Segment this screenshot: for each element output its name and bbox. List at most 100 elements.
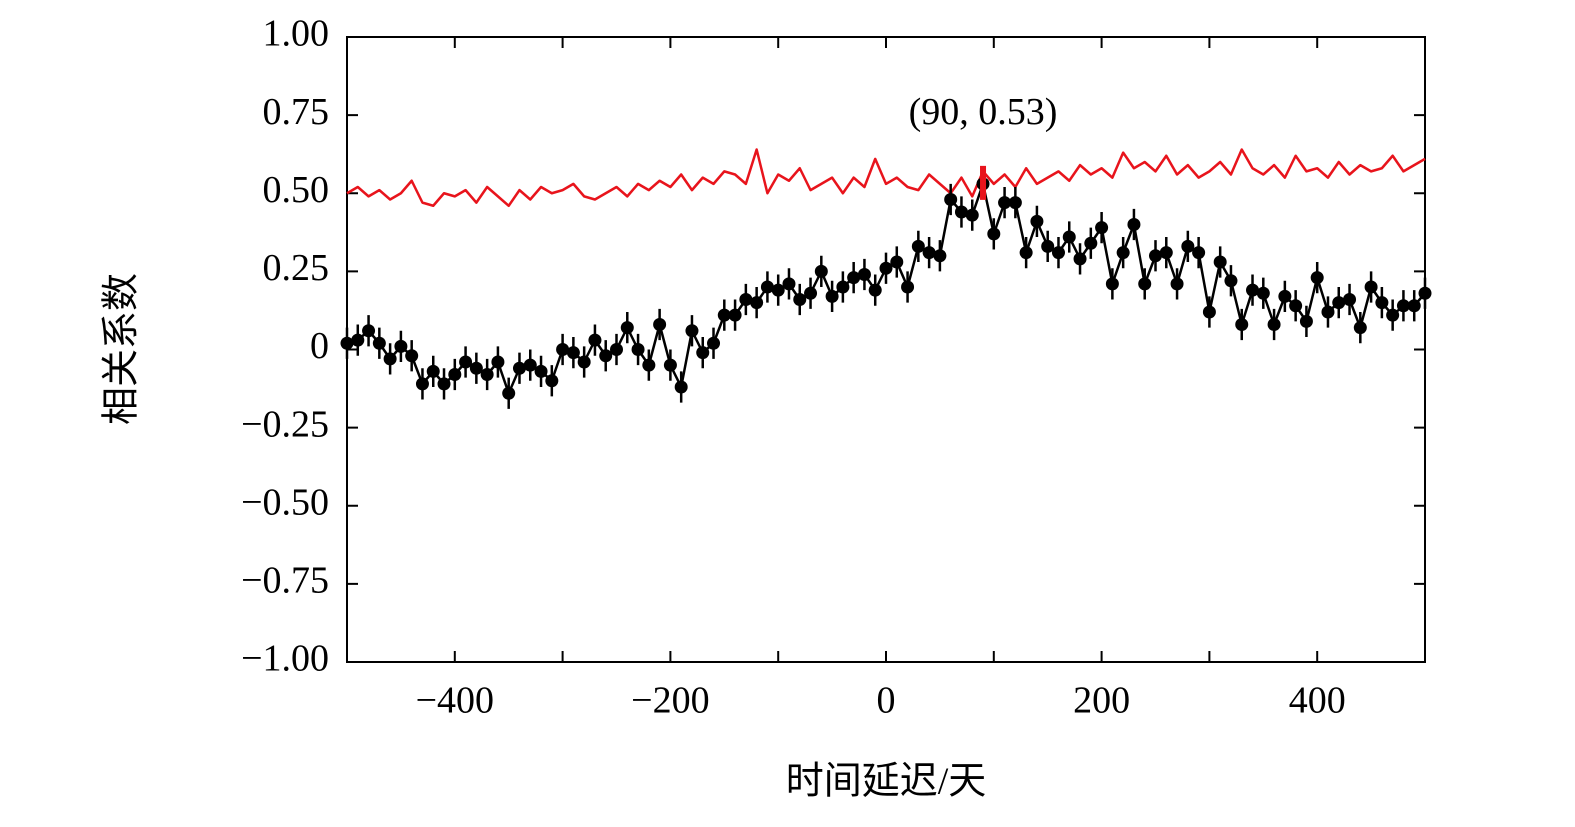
data-point	[901, 280, 915, 294]
data-point	[653, 318, 667, 331]
data-point	[1364, 280, 1378, 294]
data-point	[857, 268, 871, 281]
data-point	[782, 277, 796, 291]
y-tick-label: −0.50	[241, 481, 329, 523]
data-point	[1062, 230, 1076, 244]
y-tick-label: 0	[310, 325, 329, 367]
data-point	[1418, 286, 1432, 300]
data-point	[383, 352, 397, 366]
y-tick-label: 0.50	[263, 169, 330, 211]
data-point	[545, 374, 559, 388]
data-point	[1386, 308, 1400, 322]
data-point	[512, 361, 526, 375]
x-tick-label: −400	[416, 680, 494, 722]
data-point	[685, 324, 699, 338]
x-tick-label: 400	[1289, 680, 1346, 722]
data-point	[1407, 299, 1421, 313]
data-point	[642, 358, 656, 372]
data-point	[1084, 236, 1098, 250]
data-point	[1289, 299, 1303, 313]
data-point	[1051, 246, 1065, 260]
x-tick-label: −200	[631, 680, 709, 722]
y-tick-label: −1.00	[241, 638, 329, 680]
x-tick-label: 200	[1073, 680, 1130, 722]
data-point	[868, 283, 882, 297]
data-point	[879, 261, 893, 275]
data-point	[1095, 221, 1109, 235]
data-point	[1170, 277, 1184, 291]
data-point	[459, 355, 473, 369]
data-point	[1138, 277, 1152, 291]
data-point	[944, 193, 958, 206]
data-point	[1375, 296, 1389, 310]
data-point	[1246, 283, 1260, 297]
data-point	[1256, 286, 1270, 300]
data-point	[362, 324, 376, 338]
data-point	[1030, 214, 1044, 228]
data-point	[631, 343, 645, 356]
data-point	[502, 386, 516, 400]
data-point	[954, 205, 968, 219]
data-point	[1267, 318, 1281, 331]
data-point	[1073, 252, 1087, 266]
data-point	[405, 349, 419, 363]
data-point	[663, 358, 677, 372]
data-point	[351, 333, 365, 347]
y-tick-label: 0.25	[263, 247, 330, 289]
data-point	[534, 364, 548, 378]
y-tick-label: 1.00	[263, 13, 330, 55]
data-point	[1332, 296, 1346, 310]
data-point	[620, 321, 634, 335]
data-point	[911, 239, 925, 253]
data-point	[394, 339, 408, 353]
data-point	[739, 293, 753, 306]
data-point	[340, 336, 354, 350]
data-point	[987, 227, 1001, 241]
data-point	[566, 346, 580, 360]
data-point	[750, 296, 764, 310]
data-point	[1213, 255, 1227, 269]
data-point	[1278, 289, 1292, 303]
data-point	[556, 343, 570, 356]
data-point	[1041, 239, 1055, 253]
plot-frame	[346, 36, 1426, 663]
annotation-text: (90, 0.53)	[909, 91, 1058, 133]
data-point	[1192, 246, 1206, 260]
data-point	[1343, 293, 1357, 306]
y-tick-label: −0.75	[241, 560, 329, 602]
data-point	[836, 280, 850, 294]
data-point	[804, 286, 818, 300]
data-point	[415, 377, 429, 391]
data-point	[1149, 249, 1162, 263]
y-axis-label: 相关系数	[101, 273, 143, 425]
data-point	[1353, 321, 1367, 335]
data-point	[426, 364, 440, 378]
data-point	[1235, 318, 1249, 331]
data-point	[717, 308, 731, 322]
data-point	[922, 246, 936, 260]
data-point	[674, 380, 688, 394]
data-point	[491, 355, 505, 369]
data-point	[793, 293, 807, 306]
data-point	[771, 283, 785, 297]
data-point	[480, 368, 494, 381]
data-point	[1224, 274, 1238, 288]
data-point	[1159, 246, 1173, 260]
data-point	[847, 271, 861, 285]
data-point	[588, 333, 602, 347]
data-point	[814, 264, 828, 278]
data-point	[1127, 218, 1141, 231]
data-point	[599, 349, 613, 363]
data-point	[1008, 196, 1022, 210]
x-axis-label: 时间延迟/天	[786, 761, 987, 803]
data-point	[965, 208, 979, 222]
data-point	[707, 336, 721, 350]
data-point	[610, 343, 623, 356]
data-point	[890, 255, 904, 269]
series-line	[346, 148, 1426, 207]
data-point	[437, 377, 451, 391]
data-point	[760, 280, 774, 294]
data-point	[825, 289, 839, 303]
data-point	[1181, 239, 1195, 253]
